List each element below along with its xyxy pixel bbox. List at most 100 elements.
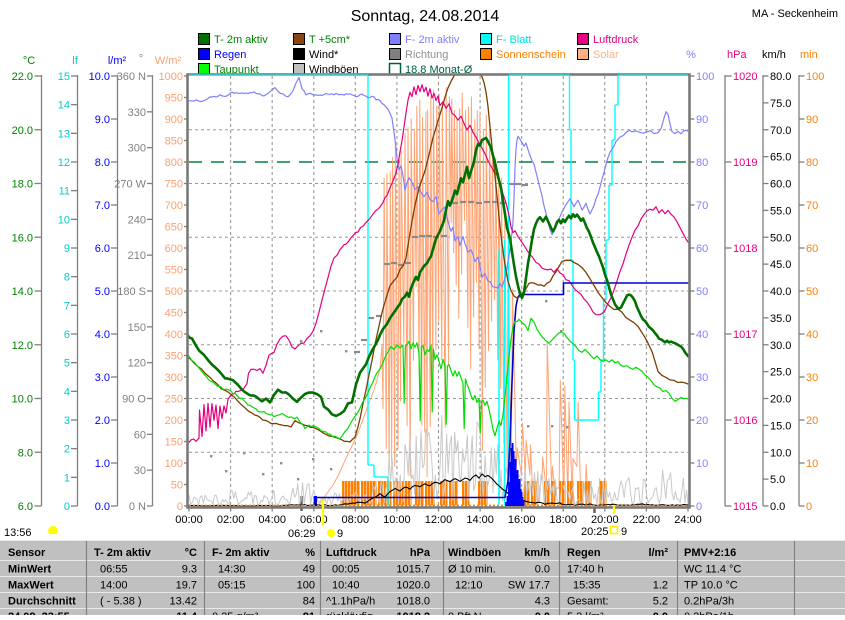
svg-text:20: 20 xyxy=(806,415,818,427)
svg-text:50.0: 50.0 xyxy=(770,232,791,244)
svg-text:180 S: 180 S xyxy=(117,286,146,298)
svg-text:00:05: 00:05 xyxy=(332,564,360,576)
svg-text:10.0: 10.0 xyxy=(89,71,110,83)
svg-text:1018.2: 1018.2 xyxy=(396,611,430,615)
svg-text:84: 84 xyxy=(303,596,315,608)
svg-text:1015: 1015 xyxy=(733,501,757,513)
svg-text:1018.0: 1018.0 xyxy=(396,596,430,608)
svg-text:10.0: 10.0 xyxy=(770,447,791,459)
svg-text:°C: °C xyxy=(23,55,35,67)
svg-text:600: 600 xyxy=(165,243,183,255)
svg-text:6: 6 xyxy=(64,329,70,341)
svg-text:km/h: km/h xyxy=(762,49,786,61)
svg-text:Durchschnitt: Durchschnitt xyxy=(8,596,76,608)
svg-text:150: 150 xyxy=(165,437,183,449)
svg-text:Sonntag, 24.08.2014: Sonntag, 24.08.2014 xyxy=(351,8,500,25)
svg-text:15.0: 15.0 xyxy=(770,420,791,432)
svg-text:22:00: 22:00 xyxy=(633,514,661,526)
svg-text:20:25: 20:25 xyxy=(581,526,609,538)
svg-text:8.0: 8.0 xyxy=(18,447,33,459)
svg-text:900: 900 xyxy=(165,114,183,126)
svg-text:05:15: 05:15 xyxy=(218,580,246,592)
svg-text:%: % xyxy=(305,547,315,559)
svg-text:9.3: 9.3 xyxy=(182,564,197,576)
svg-text:0: 0 xyxy=(806,501,812,513)
svg-text:550: 550 xyxy=(165,265,183,277)
svg-text:0: 0 xyxy=(177,501,183,513)
svg-text:1015.7: 1015.7 xyxy=(396,564,430,576)
svg-text:9.0: 9.0 xyxy=(95,114,110,126)
svg-text:40: 40 xyxy=(806,329,818,341)
svg-text:50: 50 xyxy=(171,480,183,492)
svg-text:50: 50 xyxy=(806,286,818,298)
svg-text:80.0: 80.0 xyxy=(770,71,791,83)
svg-text:hPa: hPa xyxy=(727,49,747,61)
svg-text:04:00: 04:00 xyxy=(258,514,286,526)
svg-text:9: 9 xyxy=(64,243,70,255)
svg-text:90: 90 xyxy=(806,114,818,126)
svg-text:120: 120 xyxy=(128,358,146,370)
svg-text:14:00: 14:00 xyxy=(100,580,128,592)
svg-text:5.0: 5.0 xyxy=(770,474,785,486)
svg-text:16:00: 16:00 xyxy=(508,514,536,526)
svg-text:30: 30 xyxy=(696,372,708,384)
svg-text:100: 100 xyxy=(297,580,315,592)
svg-text:55.0: 55.0 xyxy=(770,205,791,217)
svg-text:11: 11 xyxy=(59,186,70,198)
svg-text:80: 80 xyxy=(696,157,708,169)
svg-text:Windböen: Windböen xyxy=(309,64,359,76)
svg-text:0.0: 0.0 xyxy=(535,564,550,576)
svg-text:F- Blatt: F- Blatt xyxy=(496,34,531,46)
svg-text:1020: 1020 xyxy=(733,71,757,83)
svg-text:13:56: 13:56 xyxy=(4,527,32,539)
svg-text:MaxWert: MaxWert xyxy=(8,580,54,592)
svg-text:20.0: 20.0 xyxy=(770,394,791,406)
svg-text:500: 500 xyxy=(165,286,183,298)
svg-text:0.25 g/m³: 0.25 g/m³ xyxy=(212,611,259,615)
svg-text:100: 100 xyxy=(165,458,183,470)
svg-text:6.0: 6.0 xyxy=(95,243,110,255)
svg-text:06:29: 06:29 xyxy=(288,528,316,540)
svg-text:Solar: Solar xyxy=(593,49,619,61)
svg-text:650: 650 xyxy=(165,222,183,234)
svg-text:450: 450 xyxy=(165,308,183,320)
svg-text:4: 4 xyxy=(64,386,70,398)
svg-text:60: 60 xyxy=(134,429,146,441)
svg-text:300: 300 xyxy=(165,372,183,384)
svg-text:1018: 1018 xyxy=(733,243,757,255)
svg-text:12:10: 12:10 xyxy=(455,580,483,592)
svg-text:0: 0 xyxy=(696,501,702,513)
svg-text:1.2: 1.2 xyxy=(653,580,668,592)
svg-text:18.8 Monat-Ø: 18.8 Monat-Ø xyxy=(405,64,473,76)
svg-text:Luftdruck: Luftdruck xyxy=(326,547,378,559)
svg-text:70: 70 xyxy=(696,200,708,212)
svg-text:5.0: 5.0 xyxy=(95,286,110,298)
svg-text:1017: 1017 xyxy=(733,329,757,341)
svg-text:0.0: 0.0 xyxy=(653,611,668,615)
svg-text:12.0: 12.0 xyxy=(12,340,33,352)
svg-text:75.0: 75.0 xyxy=(770,98,791,110)
svg-text:Sensor: Sensor xyxy=(8,547,46,559)
svg-text:0.0: 0.0 xyxy=(535,611,550,615)
svg-text:3: 3 xyxy=(64,415,70,427)
svg-text:20:00: 20:00 xyxy=(591,514,619,526)
svg-text:Taupunkt: Taupunkt xyxy=(214,64,259,76)
svg-text:360 N: 360 N xyxy=(117,71,146,83)
svg-text:2.0: 2.0 xyxy=(95,415,110,427)
svg-text:700: 700 xyxy=(165,200,183,212)
svg-text:60.0: 60.0 xyxy=(770,179,791,191)
svg-text:^1.1hPa/h: ^1.1hPa/h xyxy=(326,596,375,608)
svg-text:SW 17.7: SW 17.7 xyxy=(508,580,550,592)
svg-text:00:00: 00:00 xyxy=(175,514,203,526)
svg-text:hPa: hPa xyxy=(410,547,431,559)
svg-text:24.08, 23:55: 24.08, 23:55 xyxy=(8,611,70,615)
svg-text:24:00: 24:00 xyxy=(674,514,702,526)
svg-text:T- 2m aktiv: T- 2m aktiv xyxy=(214,34,268,46)
svg-text:km/h: km/h xyxy=(524,547,550,559)
svg-text:16.0: 16.0 xyxy=(12,232,33,244)
svg-text:Luftdruck: Luftdruck xyxy=(593,34,639,46)
svg-text:06:00: 06:00 xyxy=(300,514,328,526)
svg-text:25.0: 25.0 xyxy=(770,367,791,379)
svg-text:10: 10 xyxy=(806,458,818,470)
svg-text:17:40 h: 17:40 h xyxy=(567,564,604,576)
